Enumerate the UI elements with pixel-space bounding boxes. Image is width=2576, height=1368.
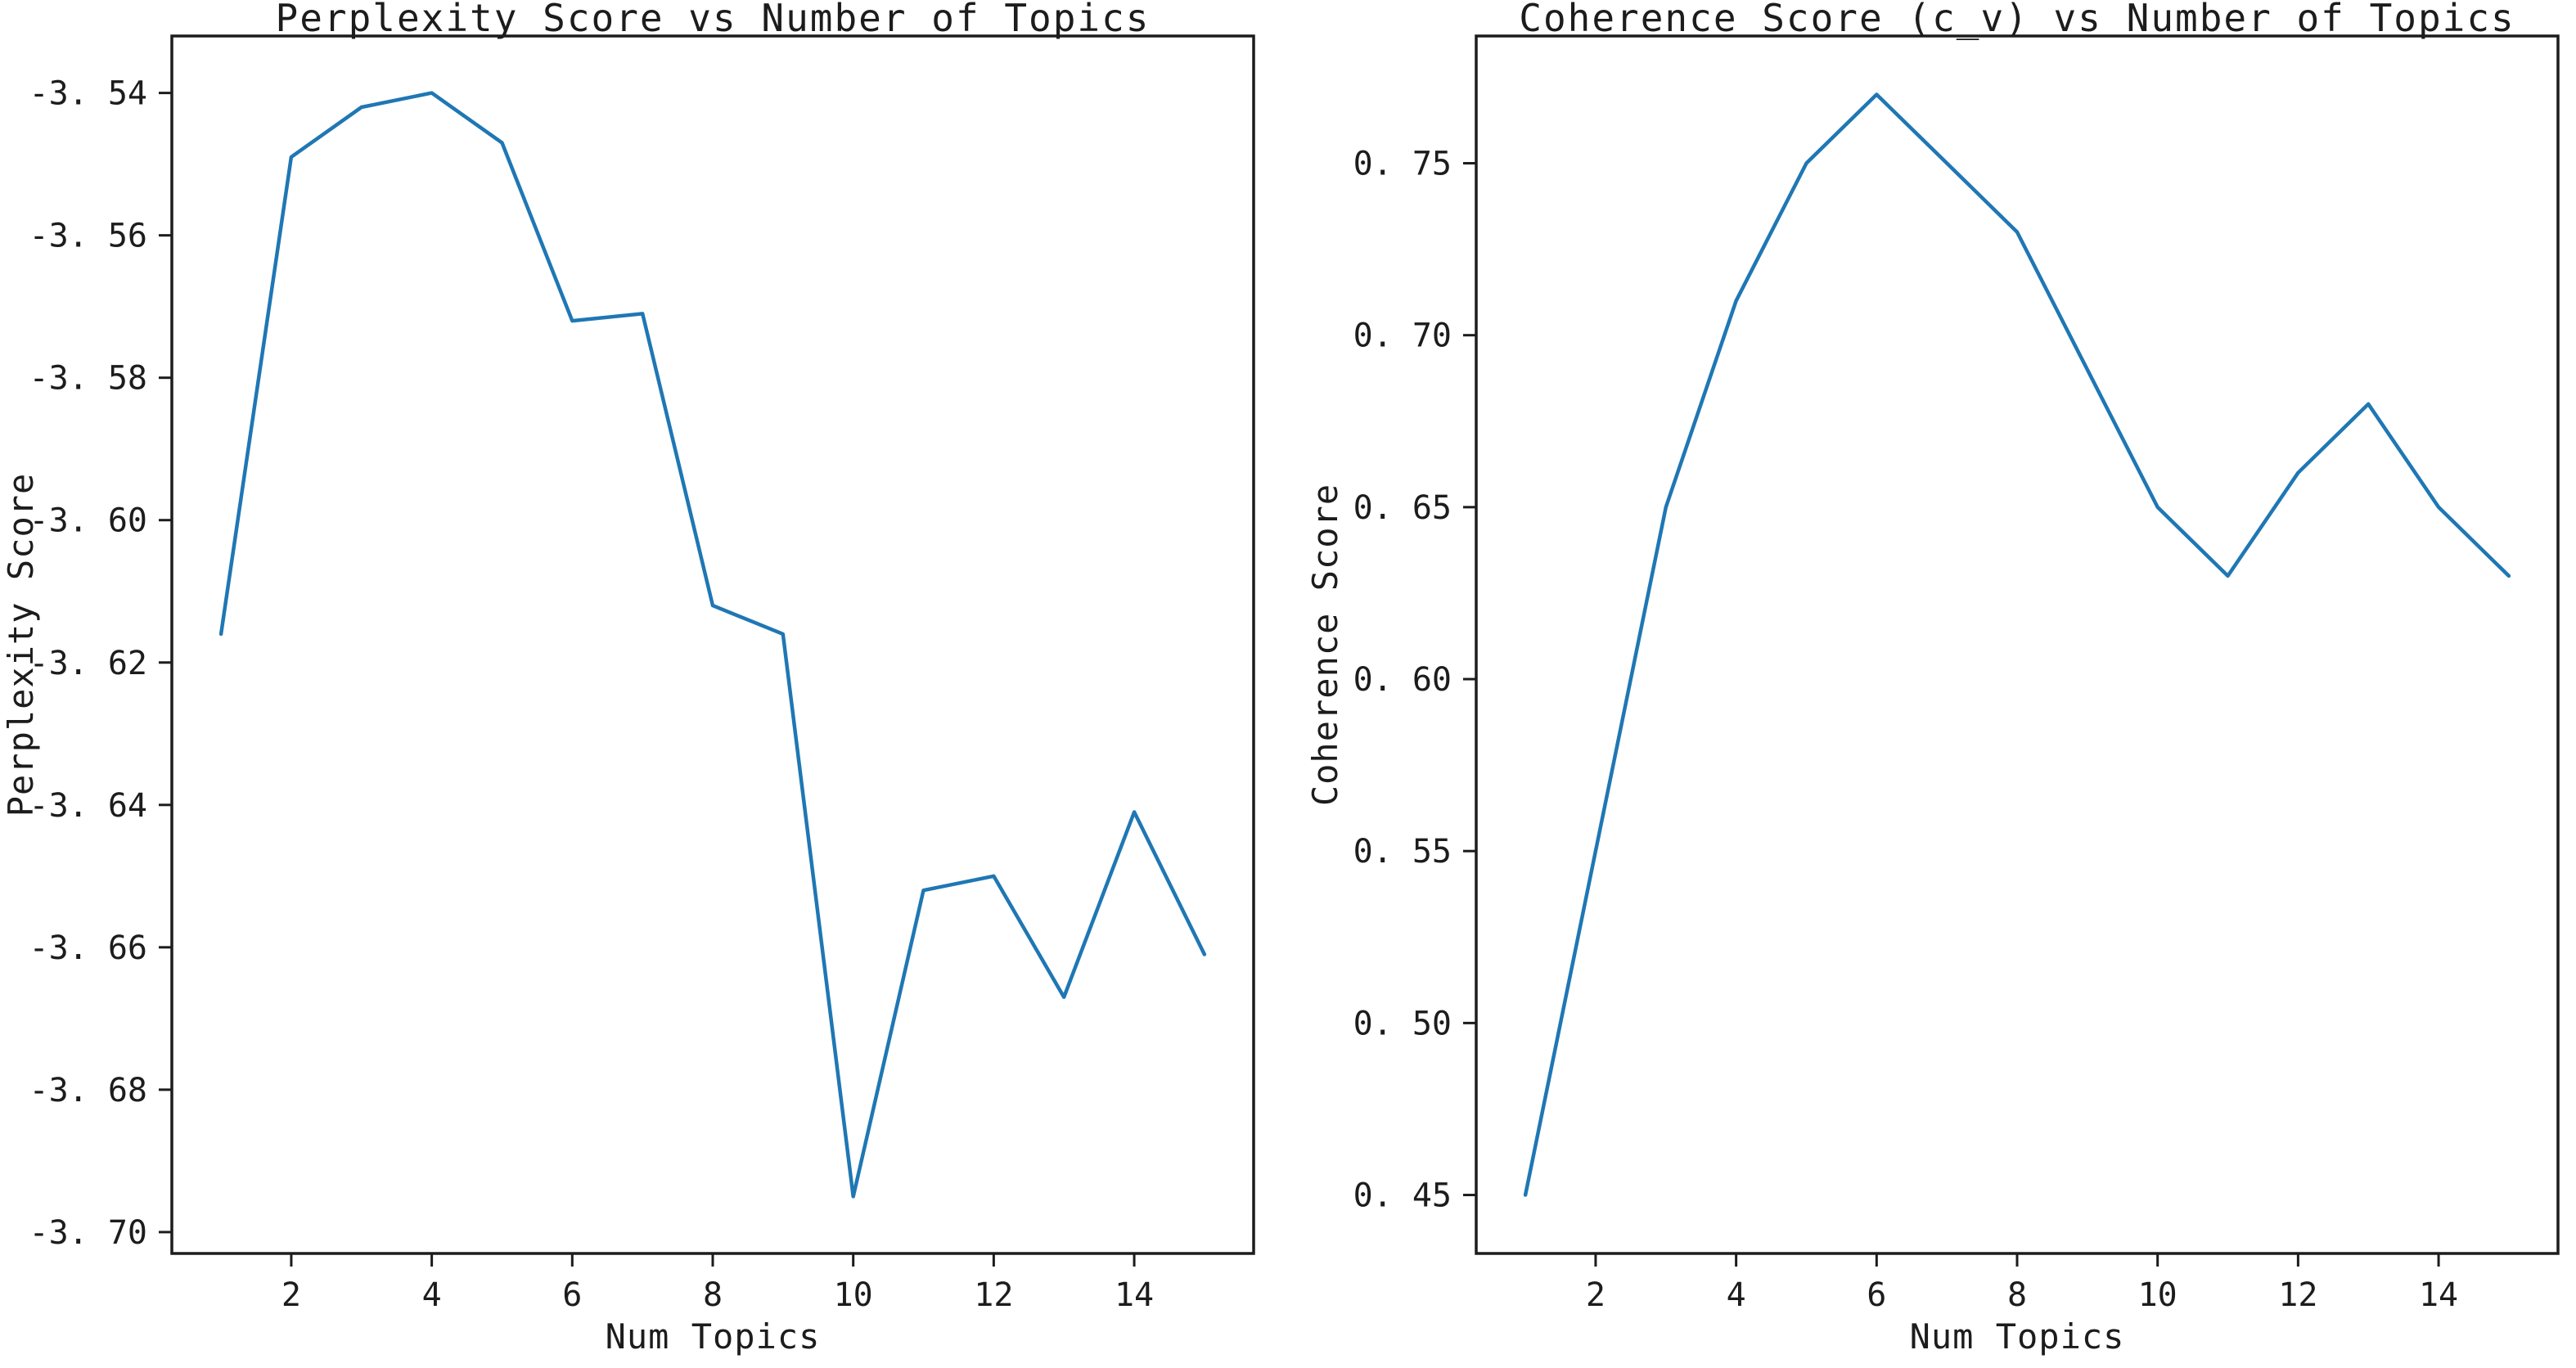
y-tick-label: -3. 60 xyxy=(29,502,148,540)
plot-frame xyxy=(170,34,1255,1255)
coherence-plot-area: 2 4 6 8 10 12 14 0. 45 0. 50 0. 55 0. 60 0. 65 0. 70… xyxy=(1353,34,2560,1314)
perplexity-plot-title: Perplexity Score vs Number of Topics xyxy=(276,0,1151,40)
x-tick-label: 14 xyxy=(2419,1276,2458,1314)
y-tick-label: 0. 55 xyxy=(1353,833,1452,871)
y-tick-label: -3. 66 xyxy=(29,929,148,967)
x-tick-label: 6 xyxy=(1867,1276,1886,1314)
x-tick-label: 4 xyxy=(1727,1276,1746,1314)
x-tick-label: 4 xyxy=(422,1276,442,1314)
y-tick-label: -3. 62 xyxy=(29,645,148,682)
coherence-plot-title: Coherence Score (c_v) vs Number of Topic… xyxy=(1519,0,2515,40)
x-tick-label: 2 xyxy=(281,1276,301,1314)
perplexity-y-axis-label: Perplexity Score xyxy=(1,473,41,817)
y-tick-label: -3. 56 xyxy=(29,218,148,255)
data-line xyxy=(1523,92,2511,1197)
x-tick-label: 12 xyxy=(2278,1276,2317,1314)
perplexity-plot: Perplexity Score vs Number of Topics Per… xyxy=(1,0,1255,1357)
y-tick-label: -3. 64 xyxy=(29,787,148,825)
y-tick-label: 0. 60 xyxy=(1353,661,1452,699)
y-tick-label: 0. 70 xyxy=(1353,317,1452,355)
y-tick-label: -3. 68 xyxy=(29,1072,148,1109)
x-tick-label: 6 xyxy=(562,1276,582,1314)
y-tick-label: 0. 50 xyxy=(1353,1005,1452,1042)
x-tick-label: 8 xyxy=(703,1276,723,1314)
x-tick-label: 14 xyxy=(1115,1276,1154,1314)
x-tick-label: 10 xyxy=(2138,1276,2177,1314)
data-line xyxy=(218,91,1207,1199)
perplexity-x-axis-label: Num Topics xyxy=(606,1316,821,1357)
x-tick-label: 8 xyxy=(2007,1276,2027,1314)
y-tick-label: 0. 45 xyxy=(1353,1177,1452,1215)
y-tick-label: -3. 70 xyxy=(29,1214,148,1252)
y-tick-label: -3. 54 xyxy=(29,75,148,113)
x-tick-label: 10 xyxy=(834,1276,873,1314)
perplexity-plot-area: 2 4 6 8 10 12 14 -3. 54 -3. 56 -3. 58 -3. 60 -3. 62… xyxy=(29,34,1255,1314)
y-tick-label: 0. 65 xyxy=(1353,489,1452,527)
y-tick-label: -3. 58 xyxy=(29,360,148,398)
x-tick-label: 2 xyxy=(1586,1276,1605,1314)
y-tick-label: 0. 75 xyxy=(1353,146,1452,183)
coherence-plot: Coherence Score (c_v) vs Number of Topic… xyxy=(1305,0,2560,1357)
coherence-y-axis-label: Coherence Score xyxy=(1305,484,1345,806)
coherence-x-axis-label: Num Topics xyxy=(1910,1316,2125,1357)
x-tick-label: 12 xyxy=(974,1276,1013,1314)
